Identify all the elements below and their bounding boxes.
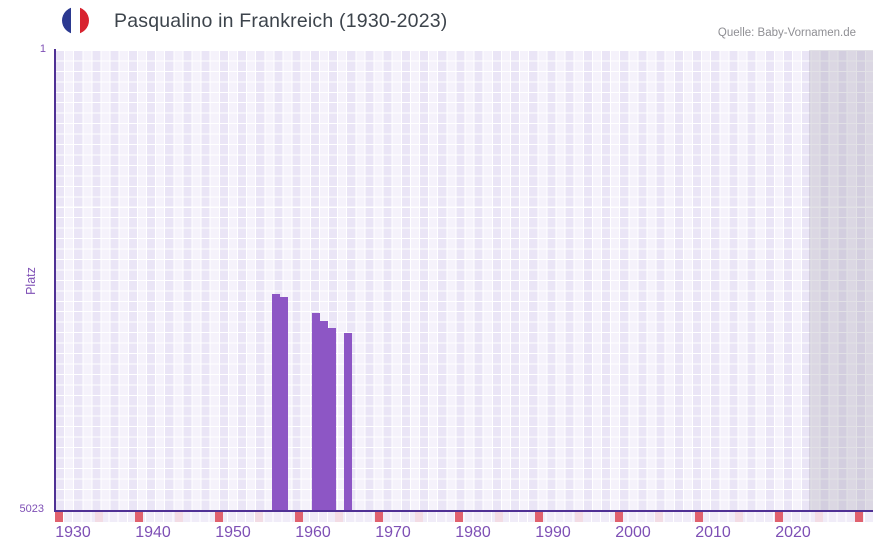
strip-marker-decade-2030	[855, 512, 863, 522]
strip-marker-decade-2000	[615, 512, 623, 522]
strip-marker-decade-2020	[775, 512, 783, 522]
strip-marker-half-decade-1965	[335, 512, 343, 522]
y-axis-title: Platz	[24, 267, 38, 295]
strip-marker-decade-1930	[55, 512, 63, 522]
strip-marker-half-decade-2025	[815, 512, 823, 522]
year-tick-strip	[55, 512, 873, 522]
x-tick-label-1950: 1950	[215, 524, 251, 541]
x-tick-label-1960: 1960	[295, 524, 331, 541]
future-region	[809, 50, 873, 510]
strip-marker-half-decade-1945	[175, 512, 183, 522]
bar-1955[interactable]	[272, 294, 280, 510]
bar-1962[interactable]	[328, 327, 336, 510]
bar-1956[interactable]	[280, 297, 288, 510]
x-tick-label-1990: 1990	[535, 524, 571, 541]
strip-marker-decade-1960	[295, 512, 303, 522]
bar-1961[interactable]	[320, 320, 328, 510]
x-tick-label-2020: 2020	[775, 524, 811, 541]
strip-marker-half-decade-1955	[255, 512, 263, 522]
x-tick-label-1980: 1980	[455, 524, 491, 541]
x-axis-line	[54, 510, 873, 512]
y-tick-bottom: 5023	[19, 503, 44, 515]
bar-1960[interactable]	[312, 312, 320, 510]
strip-marker-half-decade-1995	[575, 512, 583, 522]
france-flag-icon	[62, 7, 89, 34]
strip-marker-decade-1940	[135, 512, 143, 522]
strip-marker-decade-1980	[455, 512, 463, 522]
x-tick-label-2010: 2010	[695, 524, 731, 541]
x-tick-label-1940: 1940	[135, 524, 171, 541]
plot-area[interactable]	[55, 50, 873, 510]
x-tick-label-1970: 1970	[375, 524, 411, 541]
strip-marker-half-decade-2005	[655, 512, 663, 522]
y-tick-top: 1	[39, 43, 46, 55]
bar-1964[interactable]	[344, 332, 352, 510]
strip-marker-half-decade-2015	[735, 512, 743, 522]
source-credit: Quelle: Baby-Vornamen.de	[717, 27, 856, 39]
x-tick-label-1930: 1930	[55, 524, 91, 541]
strip-marker-decade-2010	[695, 512, 703, 522]
strip-marker-decade-1990	[535, 512, 543, 522]
y-axis-line	[54, 49, 56, 512]
strip-marker-half-decade-1985	[495, 512, 503, 522]
x-tick-label-2000: 2000	[615, 524, 651, 541]
strip-marker-half-decade-1935	[95, 512, 103, 522]
strip-marker-half-decade-1975	[415, 512, 423, 522]
strip-marker-decade-1950	[215, 512, 223, 522]
strip-marker-decade-1970	[375, 512, 383, 522]
page-title: Pasqualino in Frankreich (1930-2023)	[114, 10, 448, 32]
